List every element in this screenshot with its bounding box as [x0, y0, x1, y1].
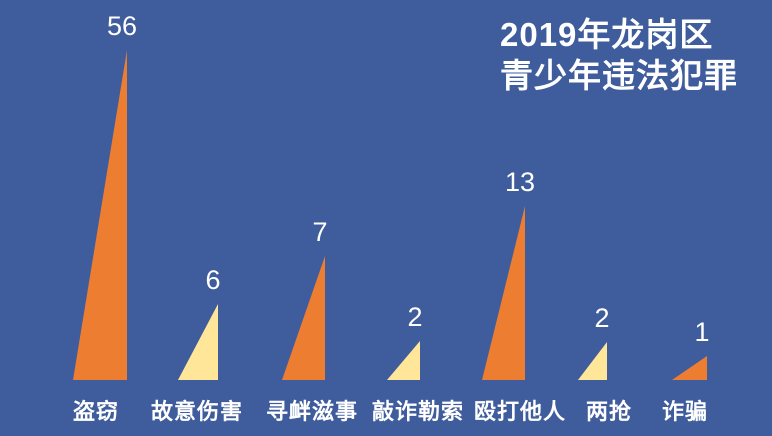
- triangle-bar-2: [178, 304, 218, 380]
- triangle-bar-4: [387, 341, 420, 380]
- triangle-bar-1: [73, 50, 127, 380]
- value-label-3: 7: [312, 217, 328, 247]
- value-label-1: 56: [106, 11, 138, 41]
- chart-title-line1: 2019年龙岗区: [500, 16, 714, 53]
- category-label-3: 寻衅滋事: [265, 399, 359, 424]
- triangle-bar-3: [282, 256, 325, 380]
- value-label-7: 1: [694, 317, 710, 347]
- value-label-6: 2: [594, 303, 610, 333]
- triangle-bar-5: [482, 206, 525, 380]
- category-label-4: 敲诈勒索: [371, 399, 465, 424]
- triangle-bar-6: [578, 342, 607, 380]
- category-label-5: 殴打他人: [473, 399, 567, 424]
- category-label-1: 盗窃: [72, 399, 120, 424]
- value-label-2: 6: [205, 265, 221, 295]
- triangle-bar-7: [672, 356, 707, 380]
- category-label-2: 故意伤害: [150, 399, 244, 424]
- category-label-7: 诈骗: [661, 399, 709, 424]
- value-label-4: 2: [407, 302, 423, 332]
- value-label-5: 13: [504, 167, 536, 197]
- chart-title: 2019年龙岗区 青少年违法犯罪: [500, 14, 738, 96]
- category-label-6: 两抢: [585, 399, 633, 424]
- chart-title-line2: 青少年违法犯罪: [500, 57, 738, 94]
